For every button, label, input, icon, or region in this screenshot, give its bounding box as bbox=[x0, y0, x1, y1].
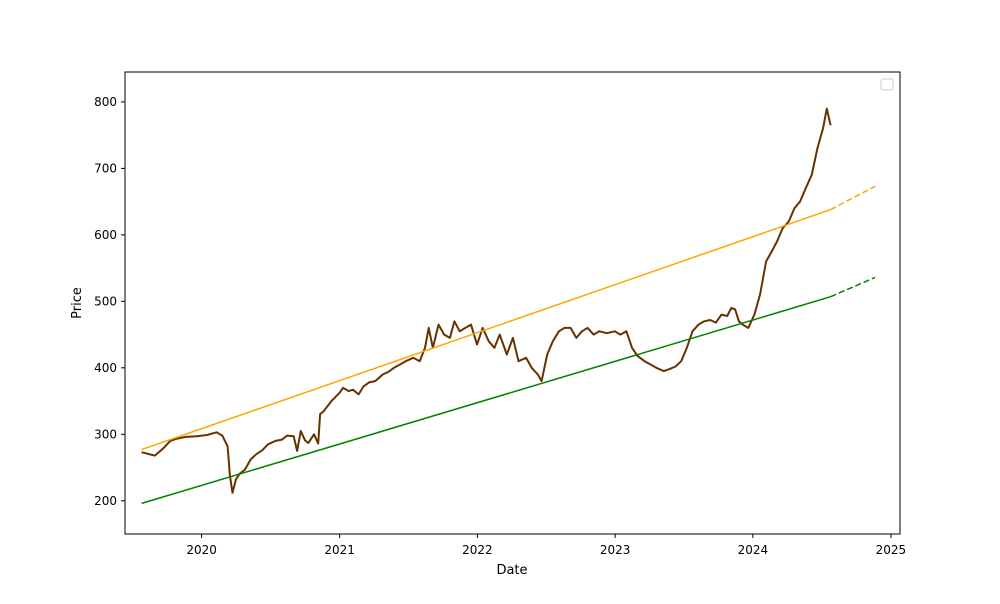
x-tick-label: 2020 bbox=[186, 543, 217, 557]
series-layer bbox=[141, 107, 876, 505]
y-tick-label: 200 bbox=[94, 494, 117, 508]
lower-trend-line bbox=[141, 295, 831, 505]
y-tick-label: 700 bbox=[94, 161, 117, 175]
x-axis-label: Date bbox=[496, 563, 527, 578]
lower-trend-forecast-line bbox=[830, 276, 876, 298]
y-axis: 200 300 400 500 600 700 800 bbox=[94, 95, 125, 508]
x-tick-label: 2024 bbox=[738, 543, 769, 557]
price-line bbox=[141, 107, 832, 494]
legend-box bbox=[880, 78, 894, 91]
y-tick-label: 800 bbox=[94, 95, 117, 109]
y-tick-label: 600 bbox=[94, 228, 117, 242]
x-axis: 2020 2021 2022 2023 2024 2025 bbox=[186, 534, 906, 557]
y-tick-label: 300 bbox=[94, 427, 117, 441]
y-tick-label: 400 bbox=[94, 361, 117, 375]
upper-trend-line bbox=[141, 208, 831, 451]
upper-trend-forecast-line bbox=[830, 185, 876, 211]
y-axis-label: Price bbox=[70, 287, 85, 319]
x-tick-label: 2025 bbox=[876, 543, 907, 557]
x-tick-label: 2021 bbox=[324, 543, 355, 557]
x-tick-label: 2022 bbox=[462, 543, 493, 557]
plot-frame bbox=[124, 71, 901, 535]
x-tick-label: 2023 bbox=[600, 543, 631, 557]
y-tick-label: 500 bbox=[94, 294, 117, 308]
